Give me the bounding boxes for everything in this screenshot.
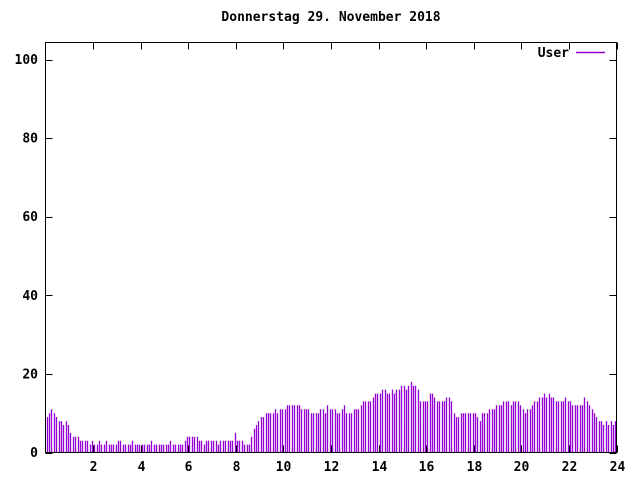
axis-ticks bbox=[45, 42, 618, 454]
bars-series-user bbox=[46, 381, 617, 453]
x-axis-tick-label: 8 bbox=[233, 460, 241, 475]
chart-title: Donnerstag 29. November 2018 bbox=[221, 10, 440, 25]
x-axis-tick-label: 2 bbox=[90, 460, 98, 475]
legend-label-user: User bbox=[538, 46, 569, 61]
x-axis-tick-label: 18 bbox=[467, 460, 483, 475]
x-axis-tick-label: 24 bbox=[610, 460, 626, 475]
x-axis-tick-label: 4 bbox=[138, 460, 146, 475]
x-axis-tick-label: 22 bbox=[562, 460, 578, 475]
plot-border bbox=[45, 42, 617, 453]
x-axis-tick-label: 20 bbox=[514, 460, 530, 475]
x-axis-tick-label: 14 bbox=[372, 460, 388, 475]
x-axis-tick-label: 6 bbox=[185, 460, 193, 475]
y-axis-tick-label: 20 bbox=[22, 367, 38, 382]
y-axis-tick-label: 0 bbox=[30, 446, 38, 461]
y-axis-tick-label: 80 bbox=[22, 132, 38, 147]
legend: User bbox=[538, 46, 605, 61]
x-axis-tick-label: 16 bbox=[419, 460, 435, 475]
x-axis-tick-label: 10 bbox=[276, 460, 292, 475]
y-axis-tick-label: 60 bbox=[22, 210, 38, 225]
x-axis-tick-label: 12 bbox=[324, 460, 340, 475]
y-axis-tick-label: 40 bbox=[22, 289, 38, 304]
y-axis-tick-label: 100 bbox=[15, 53, 39, 68]
impulse-bars bbox=[46, 381, 617, 453]
